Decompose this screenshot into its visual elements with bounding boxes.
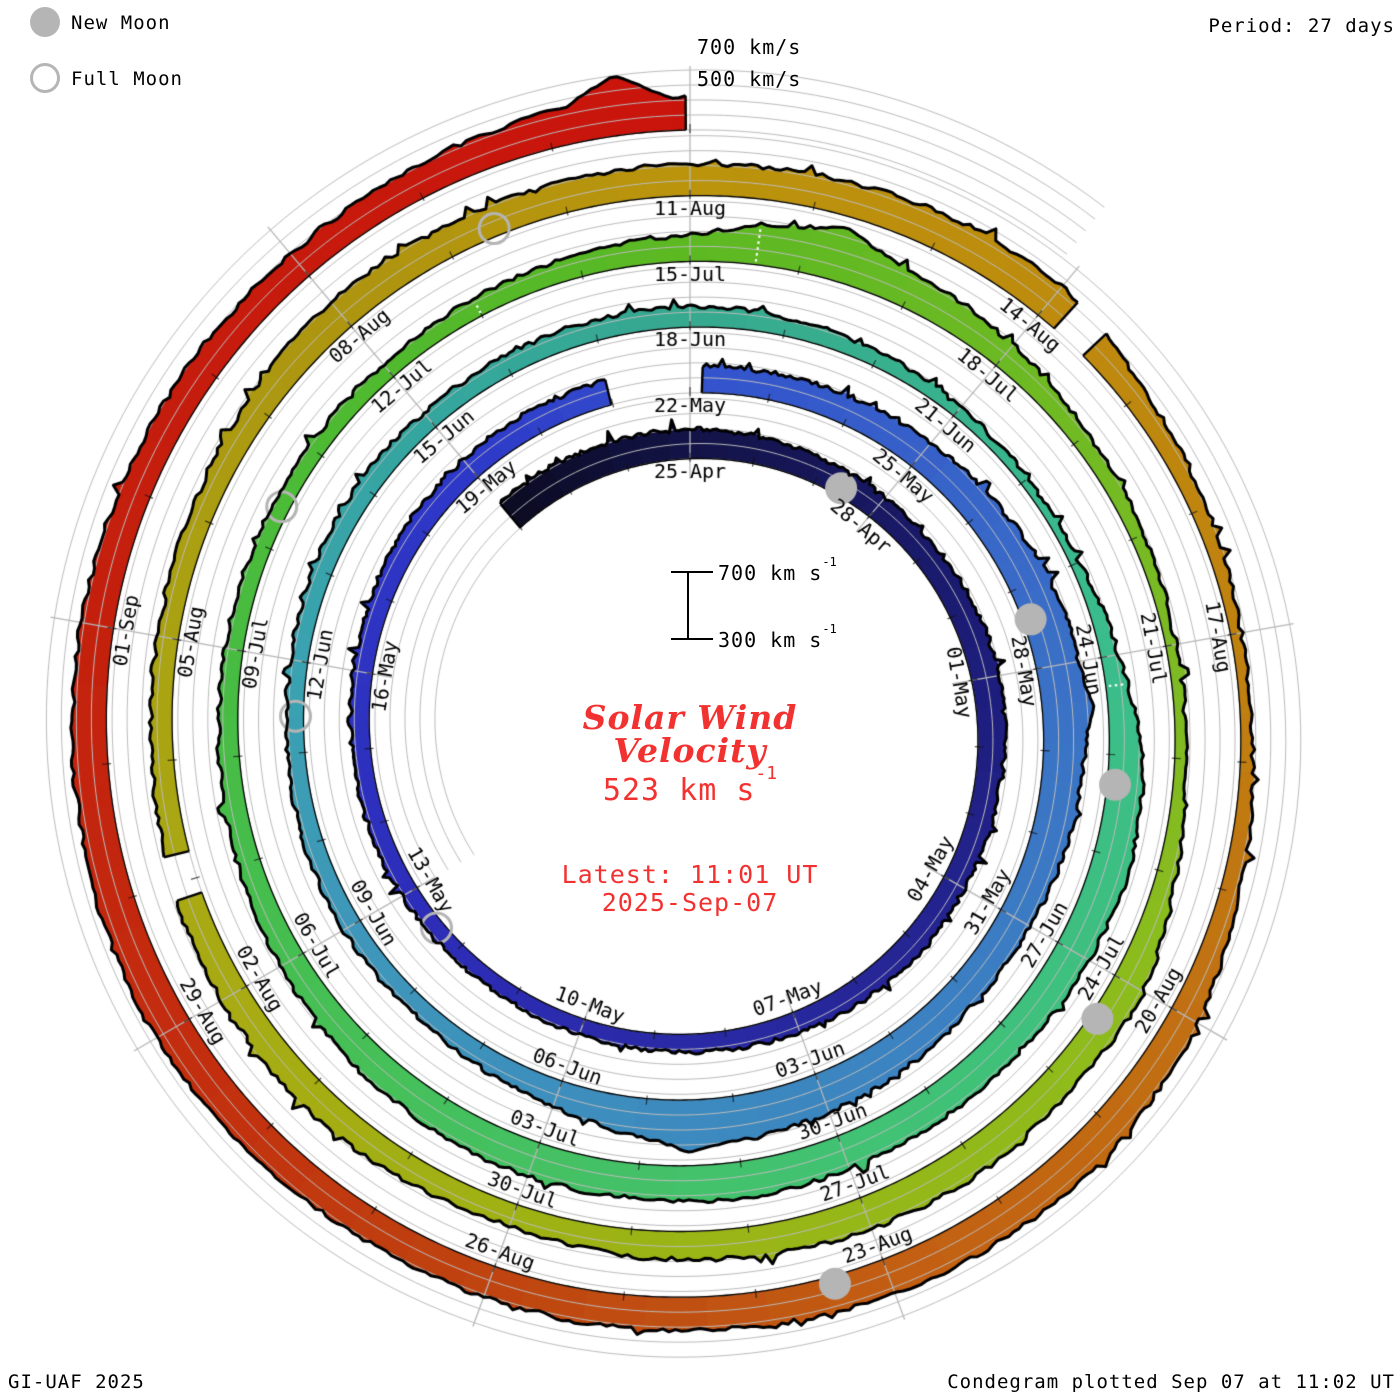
scale-bar-bottom-label: 300 km s-1 [718, 621, 837, 652]
scale-bar [687, 572, 689, 640]
scale-bar-bottom-cap [671, 638, 713, 640]
outer-scale-700-label: 700 km/s [697, 35, 802, 59]
chart-title-line2: Velocity [613, 731, 767, 770]
scale-top-exponent: -1 [822, 554, 837, 569]
latest-date-label: 2025-Sep-07 [601, 888, 779, 917]
legend-new-moon-label: New Moon [71, 12, 171, 34]
plotted-timestamp-label: Condegram plotted Sep 07 at 11:02 UT [947, 1371, 1395, 1393]
chart-title-line1: Solar Wind [582, 698, 798, 737]
scale-bar-top-cap [671, 571, 713, 573]
scale-bar-top-label: 700 km s-1 [718, 554, 837, 585]
period-label: Period: 27 days [1208, 15, 1395, 37]
legend-full-moon-label: Full Moon [71, 68, 183, 90]
scale-bottom-exponent: -1 [822, 621, 837, 636]
outer-scale-500-label: 500 km/s [697, 67, 802, 91]
full-moon-icon [30, 63, 60, 93]
new-moon-icon [30, 7, 60, 37]
current-velocity-value: 523 km s-1 [602, 763, 778, 808]
velocity-exponent: -1 [755, 763, 778, 785]
credit-label: GI-UAF 2025 [8, 1371, 145, 1393]
latest-time-label: Latest: 11:01 UT [561, 860, 819, 889]
